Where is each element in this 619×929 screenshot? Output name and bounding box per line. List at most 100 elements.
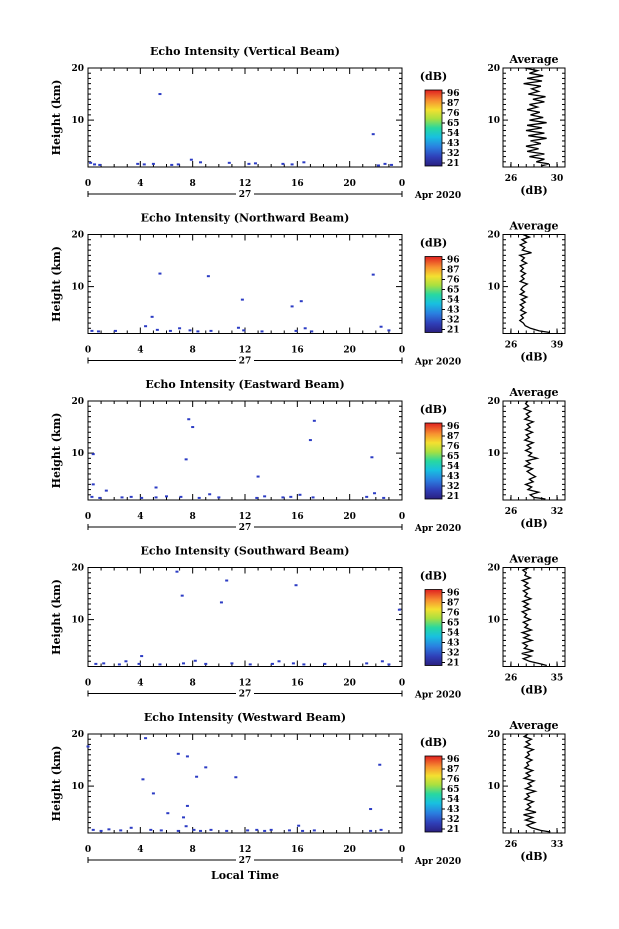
date-bar-gap xyxy=(236,688,254,699)
avg-y-tick-label: 20 xyxy=(487,564,500,574)
y-tick-label: 10 xyxy=(71,616,84,626)
echo-point xyxy=(191,426,195,429)
colorbar-tick-label: 76 xyxy=(447,276,460,286)
date-bar-gap xyxy=(236,522,254,532)
echo-point xyxy=(310,330,314,333)
echo-point xyxy=(256,475,260,478)
colorbar-tick-label: 32 xyxy=(447,649,460,659)
avg-title: Average xyxy=(508,719,558,732)
colorbar-tick-label: 76 xyxy=(447,109,460,119)
echo-point xyxy=(117,663,121,666)
echo-point xyxy=(263,829,267,832)
colorbar-unit: (dB) xyxy=(420,570,447,583)
colorbar-unit: (dB) xyxy=(420,70,447,83)
echo-point xyxy=(192,828,196,831)
echo-point xyxy=(281,496,285,499)
y-axis-label: Height (km) xyxy=(50,80,63,156)
colorbar-tick-label: 96 xyxy=(447,89,460,99)
echo-point xyxy=(195,775,199,778)
echo-point xyxy=(206,275,210,278)
x-tick-label: 0 xyxy=(399,845,405,855)
x-tick-label: 4 xyxy=(137,845,143,855)
echo-point xyxy=(242,329,246,332)
echo-point xyxy=(176,163,180,166)
avg-x-tick-label: 26 xyxy=(505,840,518,850)
colorbar-unit: (dB) xyxy=(420,237,447,250)
colorbar-tick-label: 32 xyxy=(447,149,460,159)
echo-point xyxy=(155,328,159,331)
echo-point xyxy=(225,829,229,832)
echo-point xyxy=(170,163,174,166)
x-tick-label: 4 xyxy=(137,679,143,689)
x-tick-label: 0 xyxy=(399,679,405,689)
echo-point xyxy=(311,496,315,499)
avg-x-tick-label: 39 xyxy=(551,341,564,351)
x-axis-label: Local Time xyxy=(211,869,279,882)
colorbar-tick-label: 21 xyxy=(447,326,460,336)
echo-point xyxy=(263,495,267,498)
echo-point xyxy=(312,419,316,422)
echo-point xyxy=(144,737,148,740)
avg-title: Average xyxy=(508,553,558,566)
date-month: Apr 2020 xyxy=(414,524,461,534)
colorbar xyxy=(424,89,443,167)
colorbar-tick-label: 21 xyxy=(447,825,460,835)
echo-point xyxy=(151,162,155,165)
colorbar-tick-label: 54 xyxy=(447,129,460,139)
colorbar-unit: (dB) xyxy=(420,736,447,749)
x-tick-label: 0 xyxy=(399,512,405,522)
x-tick-label: 0 xyxy=(85,845,91,855)
echo-point xyxy=(158,663,162,666)
avg-x-tick-label: 26 xyxy=(505,674,518,684)
colorbar xyxy=(424,256,443,333)
echo-point xyxy=(365,495,369,498)
colorbar-tick-label: 32 xyxy=(447,482,460,492)
echo-point xyxy=(180,594,184,597)
echo-point xyxy=(158,272,162,275)
colorbar-tick-label: 65 xyxy=(447,119,460,129)
x-tick-label: 4 xyxy=(137,346,143,356)
echo-point xyxy=(184,458,188,461)
avg-y-tick-label: 10 xyxy=(487,449,500,459)
x-tick-label: 0 xyxy=(399,179,405,189)
y-tick-label: 20 xyxy=(71,64,84,74)
y-axis-label: Height (km) xyxy=(50,579,63,655)
echo-point xyxy=(255,496,259,499)
echo-point xyxy=(154,496,158,499)
echo-point xyxy=(182,816,186,819)
avg-y-tick-label: 10 xyxy=(487,616,500,626)
panel-title: Echo Intensity (Eastward Beam) xyxy=(145,378,344,391)
avg-x-label: (dB) xyxy=(520,850,547,863)
echo-point xyxy=(371,133,375,136)
echo-point xyxy=(86,745,90,748)
echo-point xyxy=(90,329,94,332)
date-day: 27 xyxy=(239,523,252,533)
echo-point xyxy=(119,829,123,832)
echo-point xyxy=(365,662,369,665)
date-bar-gap xyxy=(236,855,254,865)
echo-point xyxy=(199,161,203,164)
x-tick-label: 0 xyxy=(85,512,91,522)
echo-point xyxy=(98,163,102,166)
plot-frame xyxy=(87,67,403,168)
echo-point xyxy=(178,327,182,330)
echo-point xyxy=(281,162,285,165)
colorbar-tick-label: 43 xyxy=(447,805,460,815)
panel-title: Echo Intensity (Westward Beam) xyxy=(144,711,346,724)
echo-point xyxy=(137,662,141,665)
panel-title: Echo Intensity (Northward Beam) xyxy=(141,212,350,225)
x-tick-label: 0 xyxy=(85,679,91,689)
echo-point xyxy=(124,660,128,663)
avg-title: Average xyxy=(508,53,558,66)
echo-point xyxy=(204,662,208,665)
echo-point xyxy=(298,493,302,496)
echo-point xyxy=(176,752,180,755)
colorbar-tick-label: 65 xyxy=(447,286,460,296)
echo-point xyxy=(149,828,153,831)
x-tick-label: 4 xyxy=(137,512,143,522)
echo-point xyxy=(129,826,133,829)
echo-point xyxy=(166,812,170,815)
avg-title: Average xyxy=(508,386,558,399)
echo-point xyxy=(290,163,294,166)
